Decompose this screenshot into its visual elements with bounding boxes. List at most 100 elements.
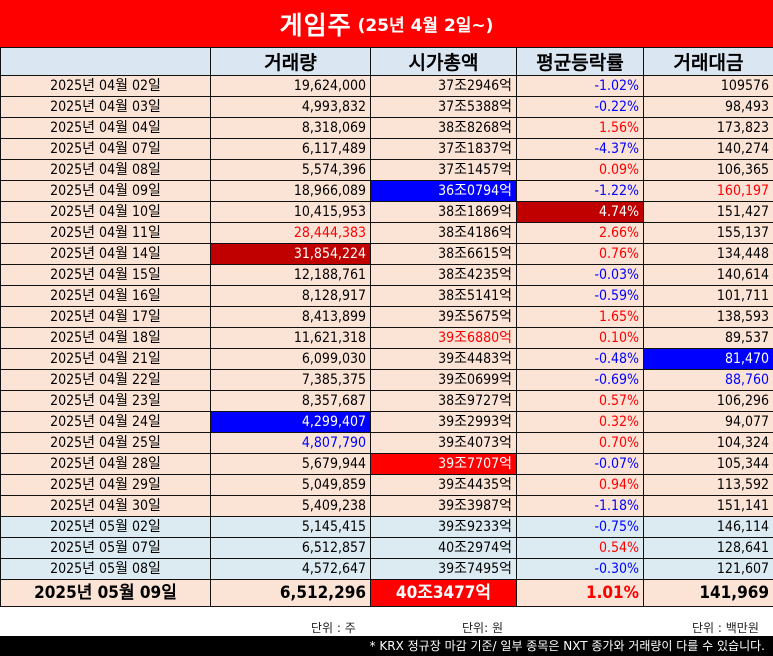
cell-avg-change: 0.76%: [516, 243, 644, 265]
cell-volume: 4,299,407: [210, 411, 371, 433]
cell-date: 2025년 04월 23일: [0, 390, 211, 412]
cell-market-cap: 38조4186억: [370, 222, 517, 244]
cell-market-cap: 39조4073억: [370, 432, 517, 454]
cell-avg-change: -0.22%: [516, 96, 644, 118]
cell-avg-change: -0.03%: [516, 264, 644, 286]
cell-market-cap: 39조3987억: [370, 495, 517, 517]
cell-avg-change: 0.09%: [516, 159, 644, 181]
cell-date: 2025년 04월 17일: [0, 306, 211, 328]
table-row: 2025년 04월 09일 18,966,089 36조0794억 -1.22% 160…: [0, 180, 773, 202]
header-avg-change: 평균등락률: [516, 47, 644, 76]
table-row: 2025년 05월 07일 6,512,857 40조2974억 0.54% 128,6…: [0, 537, 773, 559]
cell-volume: 8,413,899: [210, 306, 371, 328]
table-row: 2025년 04월 30일 5,409,238 39조3987억 -1.18% 151,…: [0, 495, 773, 517]
cell-trade-amount: 109576: [643, 75, 773, 97]
table-row: 2025년 04월 17일 8,413,899 39조5675억 1.65% 138,5…: [0, 306, 773, 328]
table-row: 2025년 04월 21일 6,099,030 39조4483억 -0.48% 81,4…: [0, 348, 773, 370]
cell-trade-amount: 140,614: [643, 264, 773, 286]
cell-volume: 6,512,857: [210, 537, 371, 559]
cell-trade-amount: 128,641: [643, 537, 773, 559]
cell-avg-change: 0.10%: [516, 327, 644, 349]
table-row: 2025년 04월 16일 8,128,917 38조5141억 -0.59% 101,…: [0, 285, 773, 307]
table-row: 2025년 04월 10일 10,415,953 38조1869억 4.74% 151,…: [0, 201, 773, 223]
cell-avg-change: 0.70%: [516, 432, 644, 454]
cell-market-cap: 38조6615억: [370, 243, 517, 265]
cell-volume: 4,572,647: [210, 558, 371, 580]
cell-trade-amount: 134,448: [643, 243, 773, 265]
cell-market-cap: 38조5141억: [370, 285, 517, 307]
sheet-title: 게임주 (25년 4월 2일~): [0, 0, 773, 49]
table-row: 2025년 04월 11일 28,444,383 38조4186억 2.66% 155,…: [0, 222, 773, 244]
cell-date: 2025년 04월 22일: [0, 369, 211, 391]
cell-volume: 4,993,832: [210, 96, 371, 118]
table-row: 2025년 04월 02일 19,624,000 37조2946억 -1.02% 109…: [0, 75, 773, 97]
cell-avg-change: -0.30%: [516, 558, 644, 580]
cell-market-cap: 40조3477억: [370, 579, 517, 607]
cell-avg-change: -1.02%: [516, 75, 644, 97]
table-row: 2025년 04월 03일 4,993,832 37조5388억 -0.22% 98,4…: [0, 96, 773, 118]
table-row: 2025년 04월 08일 5,574,396 37조1457억 0.09% 106,3…: [0, 159, 773, 181]
cell-date: 2025년 04월 03일: [0, 96, 211, 118]
cell-volume: 5,679,944: [210, 453, 371, 475]
title-period: (25년 4월 2일~): [357, 16, 494, 36]
cell-date: 2025년 04월 09일: [0, 180, 211, 202]
unit-row: 단위 : 주 단위: 원 단위 : 백만원: [0, 617, 773, 636]
unit-amount: 단위 : 백만원: [692, 621, 759, 635]
cell-trade-amount: 88,760: [643, 369, 773, 391]
cell-avg-change: 1.65%: [516, 306, 644, 328]
cell-market-cap: 37조1457억: [370, 159, 517, 181]
cell-date: 2025년 04월 30일: [0, 495, 211, 517]
table-row: 2025년 05월 02일 5,145,415 39조9233억 -0.75% 146,…: [0, 516, 773, 538]
table-row: 2025년 04월 18일 11,621,318 39조6880억 0.10% 89,5…: [0, 327, 773, 349]
cell-market-cap: 38조8268억: [370, 117, 517, 139]
cell-market-cap: 37조2946억: [370, 75, 517, 97]
cell-market-cap: 38조9727억: [370, 390, 517, 412]
cell-volume: 4,807,790: [210, 432, 371, 454]
cell-date: 2025년 04월 16일: [0, 285, 211, 307]
cell-avg-change: 4.74%: [516, 201, 644, 223]
cell-volume: 5,574,396: [210, 159, 371, 181]
header-row: 거래량 시가총액 평균등락률 거래대금: [0, 47, 773, 76]
table-row: 2025년 04월 24일 4,299,407 39조2993억 0.32% 94,07…: [0, 411, 773, 433]
cell-date: 2025년 04월 15일: [0, 264, 211, 286]
cell-avg-change: -1.18%: [516, 495, 644, 517]
cell-avg-change: -1.22%: [516, 180, 644, 202]
cell-volume: 6,099,030: [210, 348, 371, 370]
table-row: 2025년 04월 25일 4,807,790 39조4073억 0.70% 104,3…: [0, 432, 773, 454]
header-volume: 거래량: [210, 47, 371, 76]
cell-date: 2025년 05월 02일: [0, 516, 211, 538]
cell-date: 2025년 04월 24일: [0, 411, 211, 433]
cell-volume: 12,188,761: [210, 264, 371, 286]
cell-trade-amount: 146,114: [643, 516, 773, 538]
cell-market-cap: 36조0794억: [370, 180, 517, 202]
cell-date: 2025년 04월 07일: [0, 138, 211, 160]
cell-volume: 7,385,375: [210, 369, 371, 391]
cell-date: 2025년 04월 10일: [0, 201, 211, 223]
cell-market-cap: 39조7495억: [370, 558, 517, 580]
cell-market-cap: 37조1837억: [370, 138, 517, 160]
table-row-latest: 2025년 05월 09일 6,512,296 40조3477억 1.01% 141,9…: [0, 579, 773, 607]
cell-market-cap: 39조9233억: [370, 516, 517, 538]
unit-market-cap: 단위: 원: [462, 621, 503, 635]
cell-market-cap: 39조2993억: [370, 411, 517, 433]
cell-avg-change: 0.32%: [516, 411, 644, 433]
cell-volume: 5,409,238: [210, 495, 371, 517]
cell-market-cap: 38조1869억: [370, 201, 517, 223]
header-trade-amount: 거래대금: [643, 47, 773, 76]
cell-volume: 8,128,917: [210, 285, 371, 307]
cell-trade-amount: 121,607: [643, 558, 773, 580]
cell-trade-amount: 106,365: [643, 159, 773, 181]
cell-volume: 28,444,383: [210, 222, 371, 244]
cell-date: 2025년 04월 08일: [0, 159, 211, 181]
cell-trade-amount: 89,537: [643, 327, 773, 349]
cell-market-cap: 39조4435억: [370, 474, 517, 496]
table-row: 2025년 04월 07일 6,117,489 37조1837억 -4.37% 140,…: [0, 138, 773, 160]
cell-avg-change: -0.48%: [516, 348, 644, 370]
cell-trade-amount: 81,470: [643, 348, 773, 370]
cell-avg-change: -4.37%: [516, 138, 644, 160]
cell-date: 2025년 05월 08일: [0, 558, 211, 580]
cell-volume: 10,415,953: [210, 201, 371, 223]
cell-trade-amount: 98,493: [643, 96, 773, 118]
cell-avg-change: 0.94%: [516, 474, 644, 496]
cell-volume: 31,854,224: [210, 243, 371, 265]
